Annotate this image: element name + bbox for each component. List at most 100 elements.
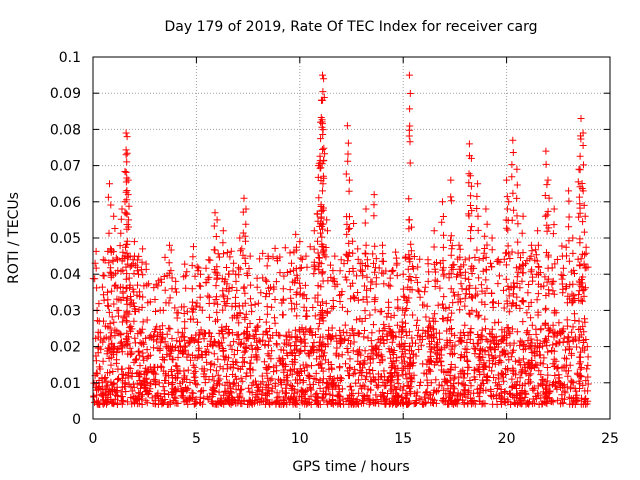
data-point: [124, 350, 132, 358]
data-point: [505, 308, 513, 316]
data-point: [346, 396, 354, 404]
data-point: [201, 347, 209, 355]
data-point: [271, 314, 278, 322]
data-point: [486, 330, 494, 338]
data-point: [116, 242, 124, 250]
data-point: [320, 157, 328, 165]
data-point: [125, 310, 133, 318]
data-point: [403, 298, 411, 306]
data-point: [564, 322, 572, 330]
data-point: [169, 397, 177, 405]
data-point: [202, 264, 210, 272]
data-point: [321, 356, 329, 364]
data-point: [471, 254, 479, 261]
data-point: [467, 293, 475, 301]
data-point: [543, 278, 551, 286]
data-point: [200, 395, 208, 402]
data-point: [461, 321, 469, 329]
data-point: [171, 285, 179, 293]
data-point: [400, 292, 408, 300]
data-point: [412, 352, 420, 360]
data-point: [451, 398, 459, 405]
data-point: [399, 353, 407, 361]
data-point: [372, 391, 380, 399]
data-point: [416, 293, 424, 301]
data-point: [181, 318, 189, 326]
data-point: [269, 331, 277, 339]
x-axis-label: GPS time / hours: [292, 459, 409, 475]
data-point: [536, 351, 544, 359]
data-point: [548, 347, 556, 354]
data-point: [500, 377, 508, 385]
data-point: [292, 397, 300, 405]
data-point: [201, 379, 209, 387]
data-point: [427, 379, 435, 387]
data-point: [209, 400, 217, 408]
data-point: [441, 378, 449, 386]
data-point: [197, 399, 204, 407]
data-point: [296, 279, 304, 287]
data-point: [251, 300, 259, 308]
data-point: [346, 213, 353, 221]
data-point: [262, 397, 270, 405]
data-point: [122, 371, 130, 379]
data-point: [106, 180, 113, 188]
data-point: [319, 71, 326, 79]
data-point: [528, 357, 536, 364]
data-point: [484, 337, 492, 345]
data-point: [320, 204, 327, 212]
data-point: [327, 335, 335, 343]
data-point: [211, 338, 219, 346]
data-point: [465, 363, 473, 371]
data-point: [119, 374, 127, 382]
data-point: [502, 261, 510, 269]
data-point: [380, 257, 387, 265]
data-point: [247, 353, 255, 361]
data-point: [527, 335, 535, 343]
y-tick-label: 0.08: [50, 122, 81, 138]
data-point: [319, 375, 327, 383]
data-point: [180, 303, 188, 311]
data-point: [134, 281, 141, 289]
data-point: [246, 388, 254, 396]
data-point: [369, 250, 377, 258]
data-point: [488, 367, 496, 375]
data-point: [220, 334, 228, 342]
data-point: [434, 358, 442, 366]
data-point: [321, 150, 329, 158]
data-point: [301, 330, 309, 338]
data-point: [144, 387, 152, 394]
data-point: [122, 275, 130, 283]
data-point: [228, 345, 236, 353]
data-point: [403, 400, 411, 408]
data-point: [256, 337, 264, 345]
data-point: [157, 362, 165, 370]
data-point: [343, 345, 351, 352]
data-point: [353, 316, 361, 324]
data-point: [100, 291, 107, 299]
data-point: [184, 395, 192, 403]
data-point: [354, 255, 362, 263]
data-point: [423, 376, 431, 384]
data-point: [467, 398, 475, 406]
data-point: [312, 369, 320, 377]
x-tick-label: 25: [601, 431, 619, 447]
data-point: [532, 395, 540, 403]
data-point: [446, 338, 454, 346]
data-point: [118, 338, 125, 346]
data-point: [374, 336, 382, 344]
data-point: [577, 255, 585, 263]
data-point: [187, 356, 194, 364]
data-point: [115, 295, 123, 303]
data-point: [321, 391, 329, 399]
data-point: [160, 399, 167, 407]
data-point: [474, 212, 482, 220]
data-point: [399, 371, 407, 379]
data-point: [118, 400, 126, 408]
data-point: [361, 249, 369, 257]
data-point: [252, 391, 260, 399]
data-point: [425, 334, 433, 342]
data-point: [490, 374, 498, 381]
data-point: [448, 325, 455, 332]
data-point: [179, 378, 186, 386]
